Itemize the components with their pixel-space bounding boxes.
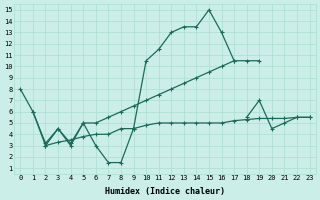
- X-axis label: Humidex (Indice chaleur): Humidex (Indice chaleur): [105, 187, 225, 196]
